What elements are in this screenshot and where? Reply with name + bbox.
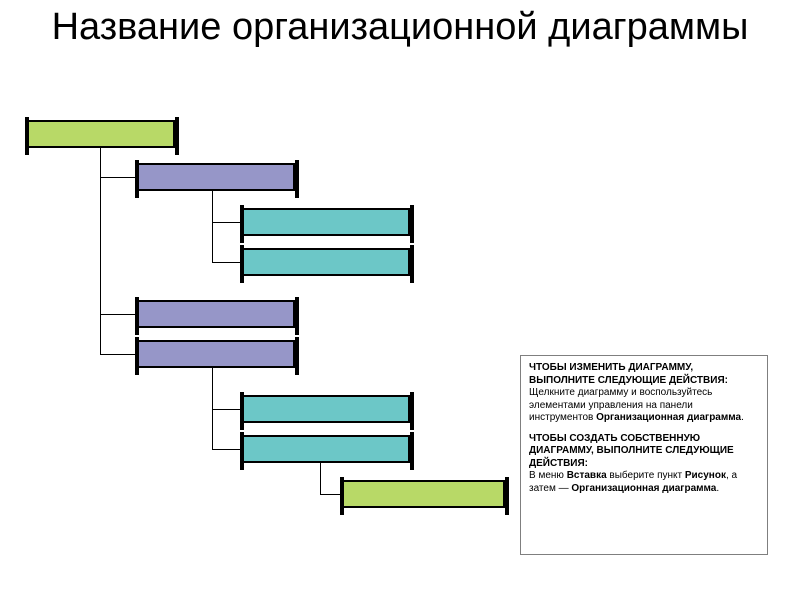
node-end-cap bbox=[240, 432, 244, 470]
org-node-leaf[interactable] bbox=[340, 480, 505, 508]
org-chart-slide: Название организационной диаграммы ЧТОБЫ… bbox=[0, 0, 800, 600]
node-end-cap bbox=[410, 392, 414, 430]
org-node-L1a[interactable] bbox=[135, 163, 295, 191]
connector-line bbox=[212, 262, 240, 263]
node-end-cap bbox=[340, 477, 344, 515]
org-node-L2a[interactable] bbox=[240, 208, 410, 236]
node-end-cap bbox=[240, 392, 244, 430]
connector-line bbox=[100, 148, 101, 355]
org-node-L2c[interactable] bbox=[240, 395, 410, 423]
connector-line bbox=[100, 354, 135, 355]
connector-line bbox=[320, 463, 321, 495]
connector-line bbox=[100, 314, 135, 315]
node-end-cap bbox=[240, 205, 244, 243]
org-node-L1c[interactable] bbox=[135, 340, 295, 368]
connector-line bbox=[212, 191, 213, 263]
node-end-cap bbox=[410, 245, 414, 283]
instructions-text: Организационная диаграмма bbox=[596, 412, 741, 423]
org-node-L2b[interactable] bbox=[240, 248, 410, 276]
instructions-lead: ЧТОБЫ ИЗМЕНИТЬ ДИАГРАММУ, ВЫПОЛНИТЕ СЛЕД… bbox=[529, 362, 728, 386]
node-end-cap bbox=[175, 117, 179, 155]
instructions-text: Рисунок bbox=[685, 470, 726, 481]
connector-line bbox=[212, 449, 240, 450]
page-title: Название организационной диаграммы bbox=[0, 6, 800, 50]
instructions-text: . bbox=[716, 483, 719, 494]
connector-line bbox=[100, 177, 135, 178]
instructions-text: выберите пункт bbox=[607, 470, 685, 481]
node-end-cap bbox=[135, 337, 139, 375]
node-end-cap bbox=[25, 117, 29, 155]
connector-line bbox=[212, 409, 240, 410]
node-end-cap bbox=[295, 160, 299, 198]
instructions-paragraph: ЧТОБЫ ИЗМЕНИТЬ ДИАГРАММУ, ВЫПОЛНИТЕ СЛЕД… bbox=[529, 362, 759, 425]
node-end-cap bbox=[135, 297, 139, 335]
connector-line bbox=[320, 494, 340, 495]
instructions-text: . bbox=[741, 412, 744, 423]
node-end-cap bbox=[505, 477, 509, 515]
instructions-text: Организационная диаграмма bbox=[571, 483, 716, 494]
node-end-cap bbox=[135, 160, 139, 198]
instructions-panel: ЧТОБЫ ИЗМЕНИТЬ ДИАГРАММУ, ВЫПОЛНИТЕ СЛЕД… bbox=[520, 355, 768, 555]
instructions-text: Вставка bbox=[567, 470, 607, 481]
org-node-L2d[interactable] bbox=[240, 435, 410, 463]
node-end-cap bbox=[410, 205, 414, 243]
node-end-cap bbox=[410, 432, 414, 470]
node-end-cap bbox=[295, 297, 299, 335]
instructions-lead: ЧТОБЫ СОЗДАТЬ СОБСТВЕННУЮ ДИАГРАММУ, ВЫП… bbox=[529, 433, 734, 469]
node-end-cap bbox=[295, 337, 299, 375]
instructions-text: В меню bbox=[529, 470, 567, 481]
connector-line bbox=[212, 222, 240, 223]
node-end-cap bbox=[240, 245, 244, 283]
instructions-paragraph: ЧТОБЫ СОЗДАТЬ СОБСТВЕННУЮ ДИАГРАММУ, ВЫП… bbox=[529, 433, 759, 496]
org-node-L1b[interactable] bbox=[135, 300, 295, 328]
org-node-root[interactable] bbox=[25, 120, 175, 148]
